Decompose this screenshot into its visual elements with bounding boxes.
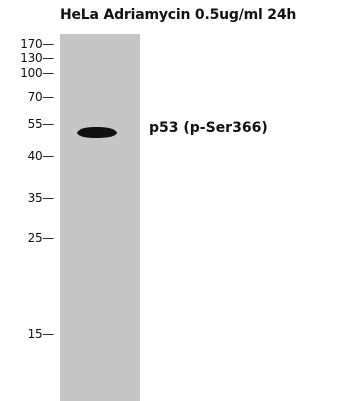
gel-lane [60, 34, 140, 401]
band-label: p53 (p-Ser366) [149, 120, 268, 136]
protein-band [77, 127, 117, 138]
marker-55: 55— [27, 117, 55, 131]
marker-15: 15— [27, 327, 55, 341]
marker-130: 130— [20, 51, 54, 65]
marker-70: 70— [27, 90, 55, 104]
marker-170: 170— [20, 37, 54, 51]
marker-40: 40— [27, 149, 55, 163]
marker-25: 25— [27, 231, 55, 245]
blot-title: HeLa Adriamycin 0.5ug/ml 24h [60, 7, 297, 23]
marker-35: 35— [27, 191, 55, 205]
marker-100: 100— [20, 66, 54, 80]
